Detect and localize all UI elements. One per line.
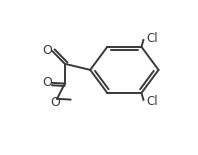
Text: O: O	[50, 96, 60, 109]
Text: O: O	[42, 76, 52, 89]
Text: Cl: Cl	[146, 95, 158, 108]
Text: O: O	[42, 44, 52, 57]
Text: Cl: Cl	[146, 32, 158, 45]
